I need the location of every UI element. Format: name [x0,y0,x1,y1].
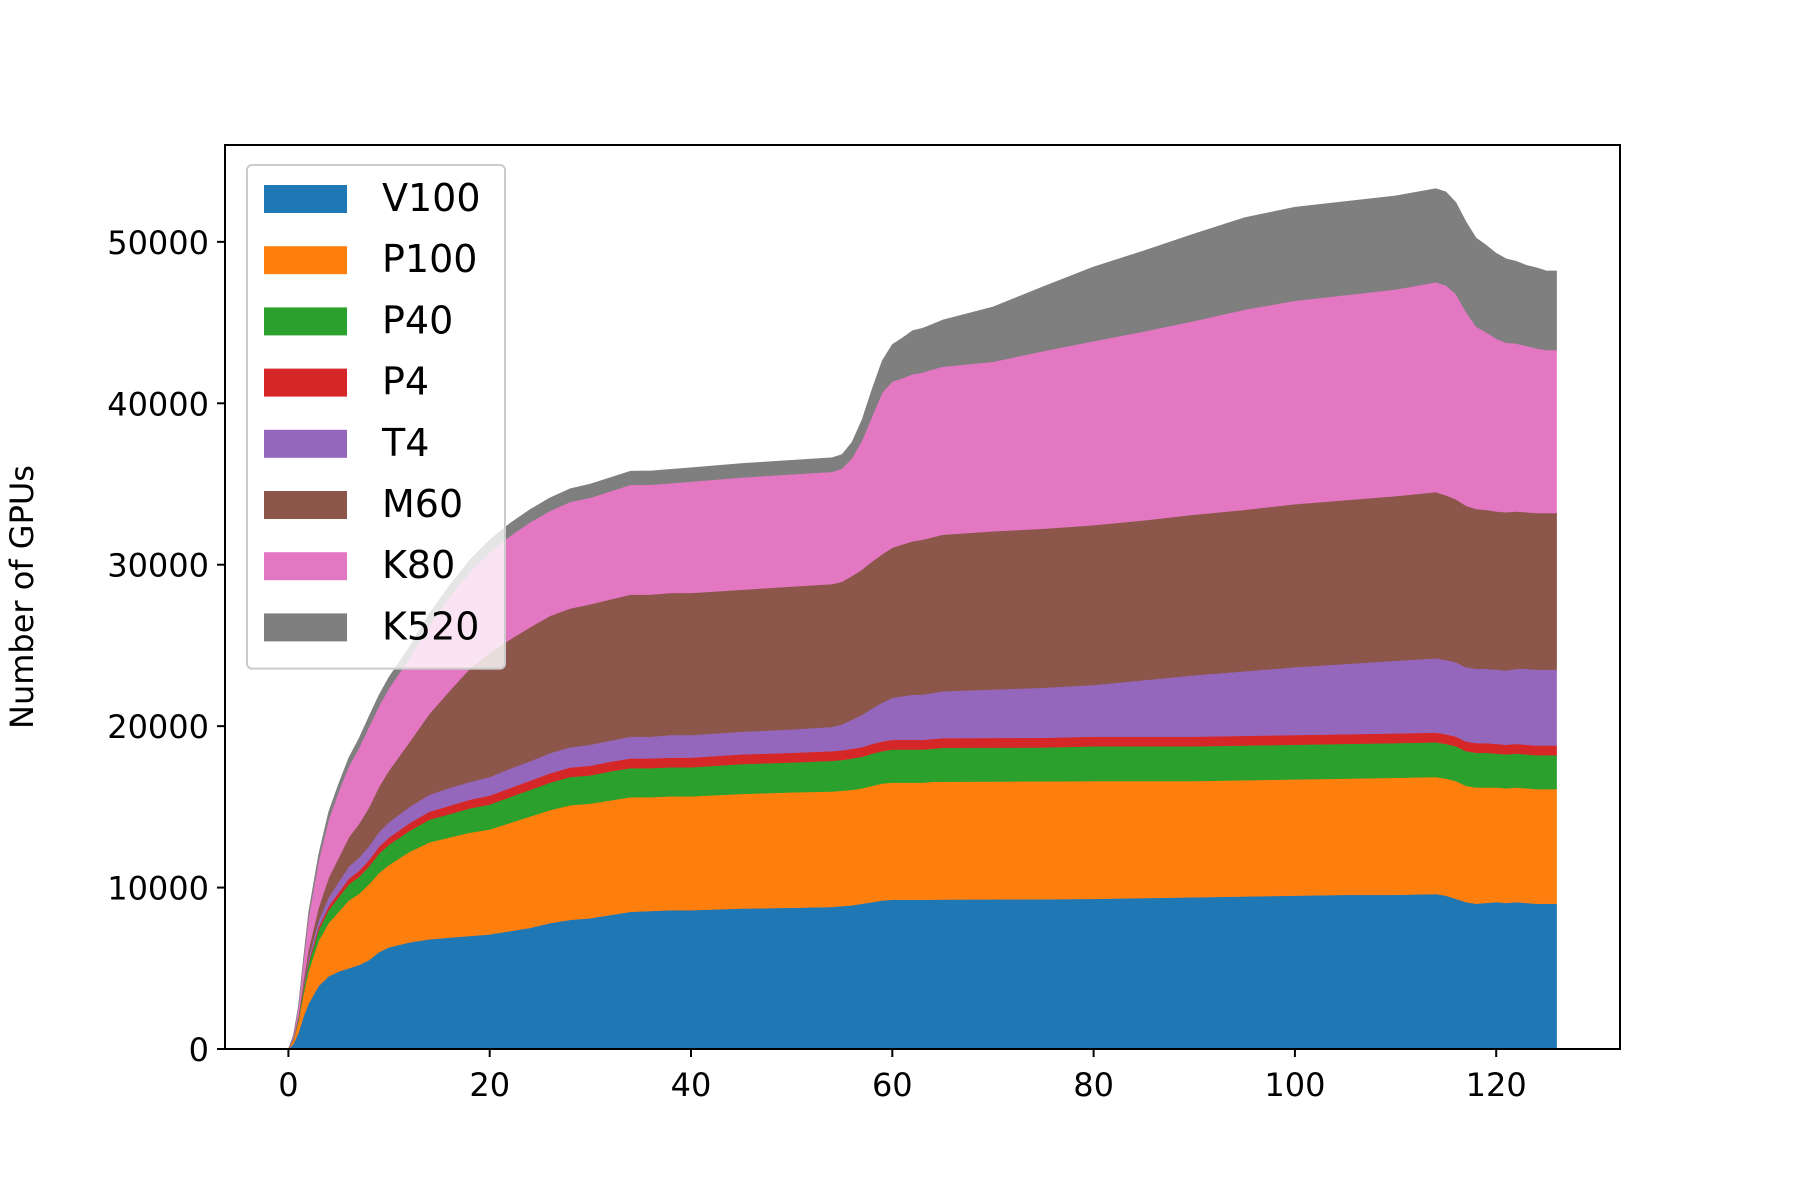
legend-swatch-v100 [264,185,347,213]
x-tick-label: 40 [671,1066,712,1104]
legend-label-k80: K80 [382,543,455,587]
x-tick-label: 80 [1073,1066,1114,1104]
y-tick-label: 20000 [107,708,209,746]
x-tick-label: 0 [278,1066,298,1104]
legend-label-p100: P100 [382,237,477,281]
legend-swatch-p4 [264,368,347,397]
area-k520 [288,188,1557,1050]
legend-label-p40: P40 [382,298,453,342]
legend-label-t4: T4 [381,421,429,465]
y-tick-label: 30000 [107,547,209,585]
y-tick-label: 10000 [107,870,209,908]
x-tick-label: 120 [1466,1066,1527,1104]
legend-label-p4: P4 [382,360,429,404]
y-tick-label: 40000 [107,385,209,423]
legend-swatch-m60 [264,491,347,519]
x-axis: 0 20 40 60 80 100 120 [278,1049,1527,1104]
legend-swatch-p100 [264,246,347,275]
x-tick-label: 100 [1264,1066,1325,1104]
x-tick-label: 60 [872,1066,913,1104]
legend-label-m60: M60 [382,482,463,526]
legend-label-v100: V100 [382,176,481,220]
legend-swatch-k80 [264,552,347,581]
y-tick-label: 0 [189,1031,209,1069]
y-axis: 0 10000 20000 30000 40000 50000 [107,224,225,1069]
legend-box [246,164,506,670]
legend-swatch-t4 [264,429,347,458]
y-axis-label: Number of GPUs [3,465,41,729]
legend: V100 P100 P40 P4 T4 M60 K80 K520 [246,164,506,670]
y-tick-label: 50000 [107,224,209,262]
legend-swatch-k520 [264,613,347,642]
x-tick-label: 20 [469,1066,510,1104]
plot-frame [224,144,1621,1050]
series-areas [287,188,1557,1050]
legend-label-k520: K520 [382,604,479,648]
legend-swatch-p40 [264,307,347,336]
